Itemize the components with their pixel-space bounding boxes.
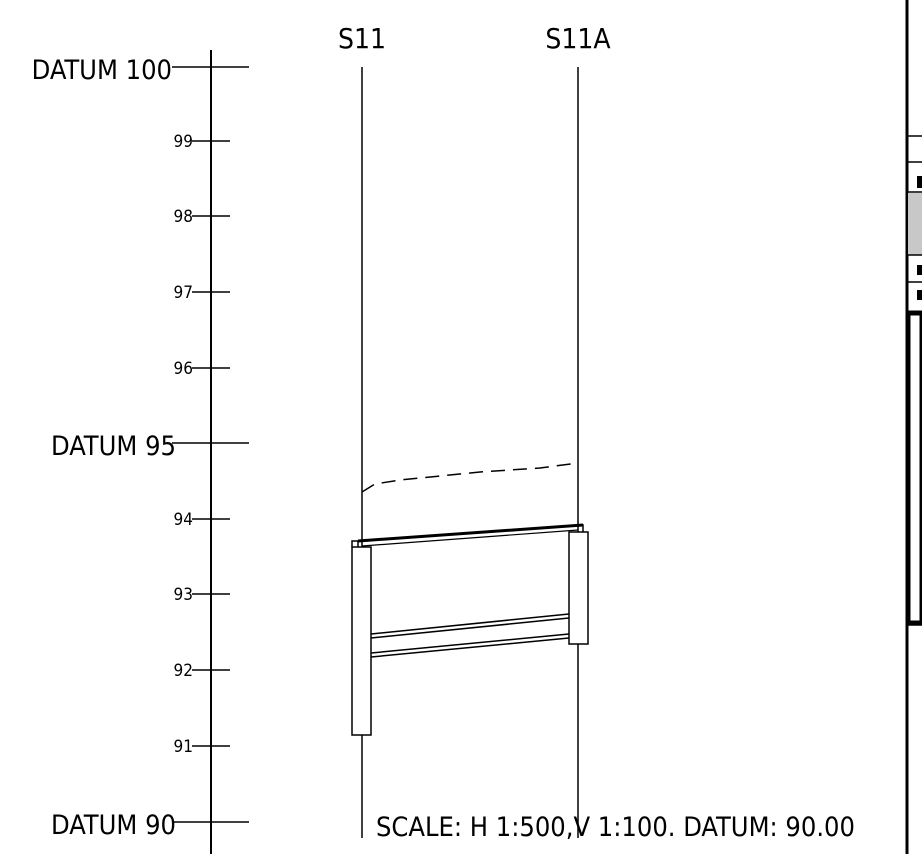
culvert-structure: [351, 523, 589, 736]
svg-text:94: 94: [174, 510, 193, 530]
left-wall: [351, 546, 372, 736]
scale-note: SCALE: H 1:500,V 1:100. DATUM: 90.00: [376, 812, 855, 843]
datum-100-marker: DATUM 100: [32, 55, 249, 86]
svg-text:93: 93: [174, 585, 193, 605]
svg-text:99: 99: [174, 132, 193, 152]
tick-99: 99: [174, 132, 230, 152]
svg-text:96: 96: [174, 359, 193, 379]
datum-95-marker: DATUM 95: [51, 431, 249, 462]
tick-93: 93: [174, 585, 230, 605]
svg-text:97: 97: [174, 283, 193, 303]
datum-95-label: DATUM 95: [51, 431, 176, 462]
tick-97: 97: [174, 283, 230, 303]
tick-91: 91: [174, 737, 230, 757]
right-wall: [568, 531, 589, 645]
datum-90-marker: DATUM 90: [51, 810, 249, 841]
section-s11-label: S11: [338, 22, 386, 55]
title-block-fragment: [905, 0, 922, 854]
datum-90-label: DATUM 90: [51, 810, 176, 841]
title-block-shaded-panel: [908, 193, 922, 255]
tick-92: 92: [174, 661, 230, 681]
existing-ground-dashed-line: [361, 462, 579, 493]
tick-96: 96: [174, 359, 230, 379]
svg-text:98: 98: [174, 207, 193, 227]
svg-text:91: 91: [174, 737, 193, 757]
datum-100-label: DATUM 100: [32, 55, 172, 86]
tick-94: 94: [174, 510, 230, 530]
section-s11a-label: S11A: [545, 22, 611, 55]
section-s11a: S11A: [545, 22, 611, 838]
tick-98: 98: [174, 207, 230, 227]
svg-text:92: 92: [174, 661, 193, 681]
